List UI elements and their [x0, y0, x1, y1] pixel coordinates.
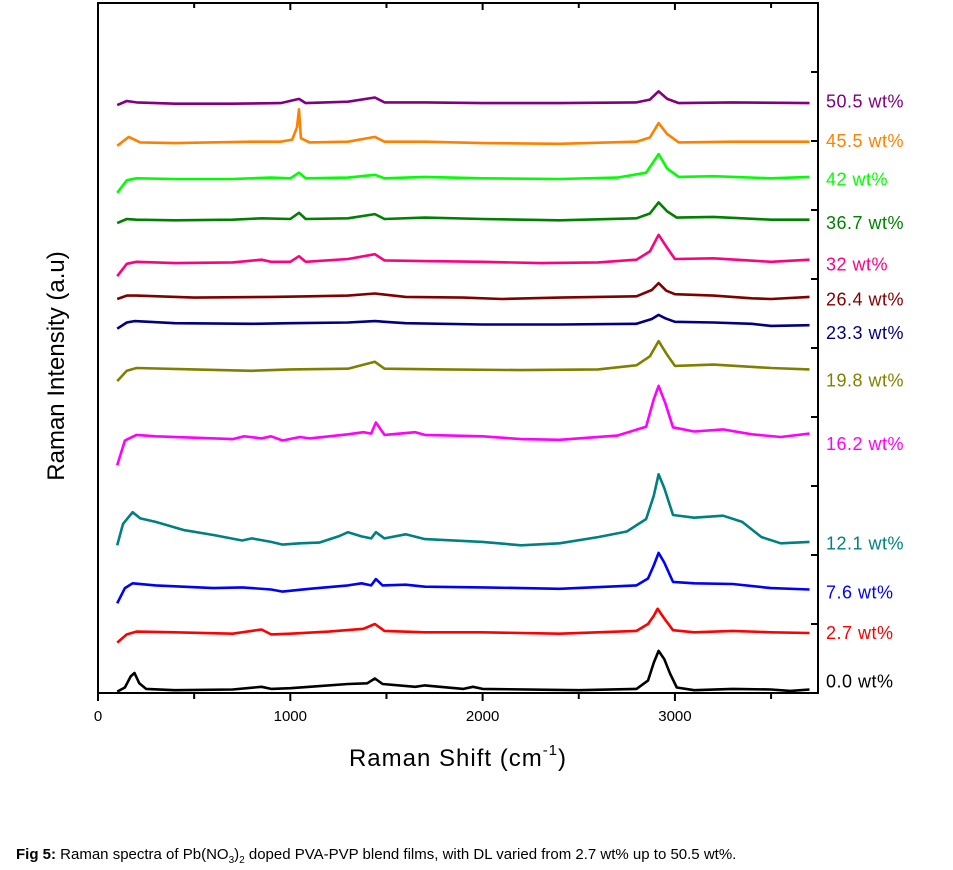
series-label: 45.5 wt%: [826, 131, 904, 151]
series-line-42: [116, 152, 810, 194]
series-label: 32 wt%: [826, 255, 888, 275]
x-axis-label-main: Raman Shift (cm: [349, 745, 543, 772]
series-label: 12.1 wt%: [826, 533, 904, 553]
x-axis-label-close: ): [558, 745, 567, 772]
raman-chart: 0 1000 2000 3000 0.0 wt% 2.7 wt% 7.6 wt% 12.1 …: [43, 2, 904, 772]
caption-sub-1: 3: [228, 855, 235, 866]
series-label: 36.7 wt%: [826, 213, 904, 233]
series-line-7.6: [116, 551, 810, 604]
x-tick-label: 0: [94, 708, 102, 725]
series-label: 42 wt%: [826, 170, 888, 190]
series-line-0.0: [116, 649, 810, 693]
figure-caption: Fig 5: Raman spectra of Pb(NO3)2 doped P…: [16, 846, 736, 866]
series-line-19.8: [116, 339, 810, 382]
y-axis-label: Raman Intensity (a.u): [43, 251, 70, 480]
x-tick-label: 1000: [274, 708, 307, 725]
x-tick-label: 2000: [466, 708, 499, 725]
series-label: 2.7 wt%: [826, 623, 894, 643]
series-label: 0.0 wt%: [826, 671, 894, 691]
caption-text-3: doped PVA-PVP blend films, with DL varie…: [244, 846, 737, 863]
series-line-16.2: [115, 384, 810, 466]
series-line-32: [116, 233, 810, 277]
x-axis-label: Raman Shift (cm-1): [349, 742, 567, 772]
series-line-23.3: [116, 313, 810, 330]
series-label: 26.4 wt%: [826, 290, 904, 310]
series-label: 16.2 wt%: [826, 434, 904, 454]
plot-frame: [97, 2, 819, 694]
x-tick-label: 3000: [658, 708, 691, 725]
series-label: 7.6 wt%: [826, 582, 894, 602]
series-line-50.5: [116, 90, 810, 107]
series-label: 23.3 wt%: [826, 323, 904, 343]
series-line-36.7: [116, 201, 810, 225]
caption-sub-2: 2: [239, 855, 245, 866]
caption-label: Fig 5:: [16, 846, 56, 863]
caption-text-2: ): [234, 846, 240, 863]
series-line-45.5: [116, 108, 810, 147]
series-label: 19.8 wt%: [826, 370, 904, 390]
series-label: 50.5 wt%: [826, 92, 904, 112]
series-line-12.1: [115, 473, 810, 547]
series-line-26.4: [116, 281, 810, 301]
series-line-2.7: [116, 607, 810, 644]
x-axis-label-sup: -1: [543, 742, 558, 759]
caption-text-1: Raman spectra of Pb(NO: [56, 846, 229, 863]
